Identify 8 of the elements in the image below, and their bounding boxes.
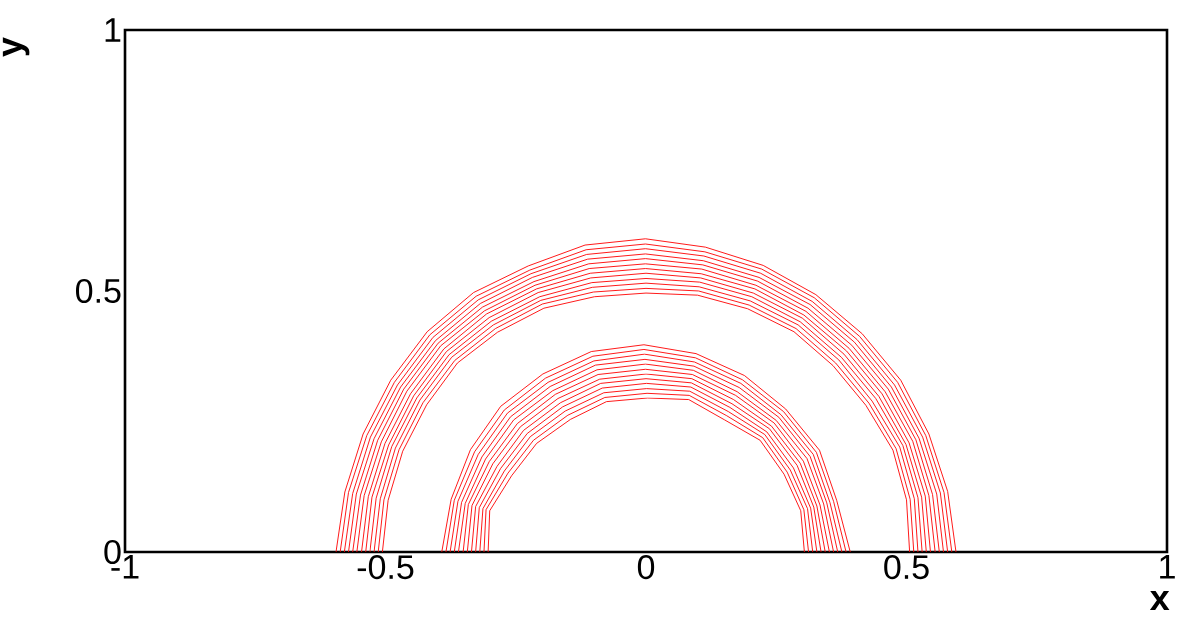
x-tick-label: 0 xyxy=(637,555,655,580)
x-tick-label: 0.5 xyxy=(884,555,929,580)
y-axis-title: y xyxy=(2,37,30,57)
x-tick-label: -0.5 xyxy=(357,555,414,580)
y-tick-label: 0.5 xyxy=(75,278,121,304)
y-tick-label: 1 xyxy=(105,18,121,42)
x-tick-label: 1 xyxy=(1160,555,1175,579)
x-axis-title: x xyxy=(1149,591,1170,611)
